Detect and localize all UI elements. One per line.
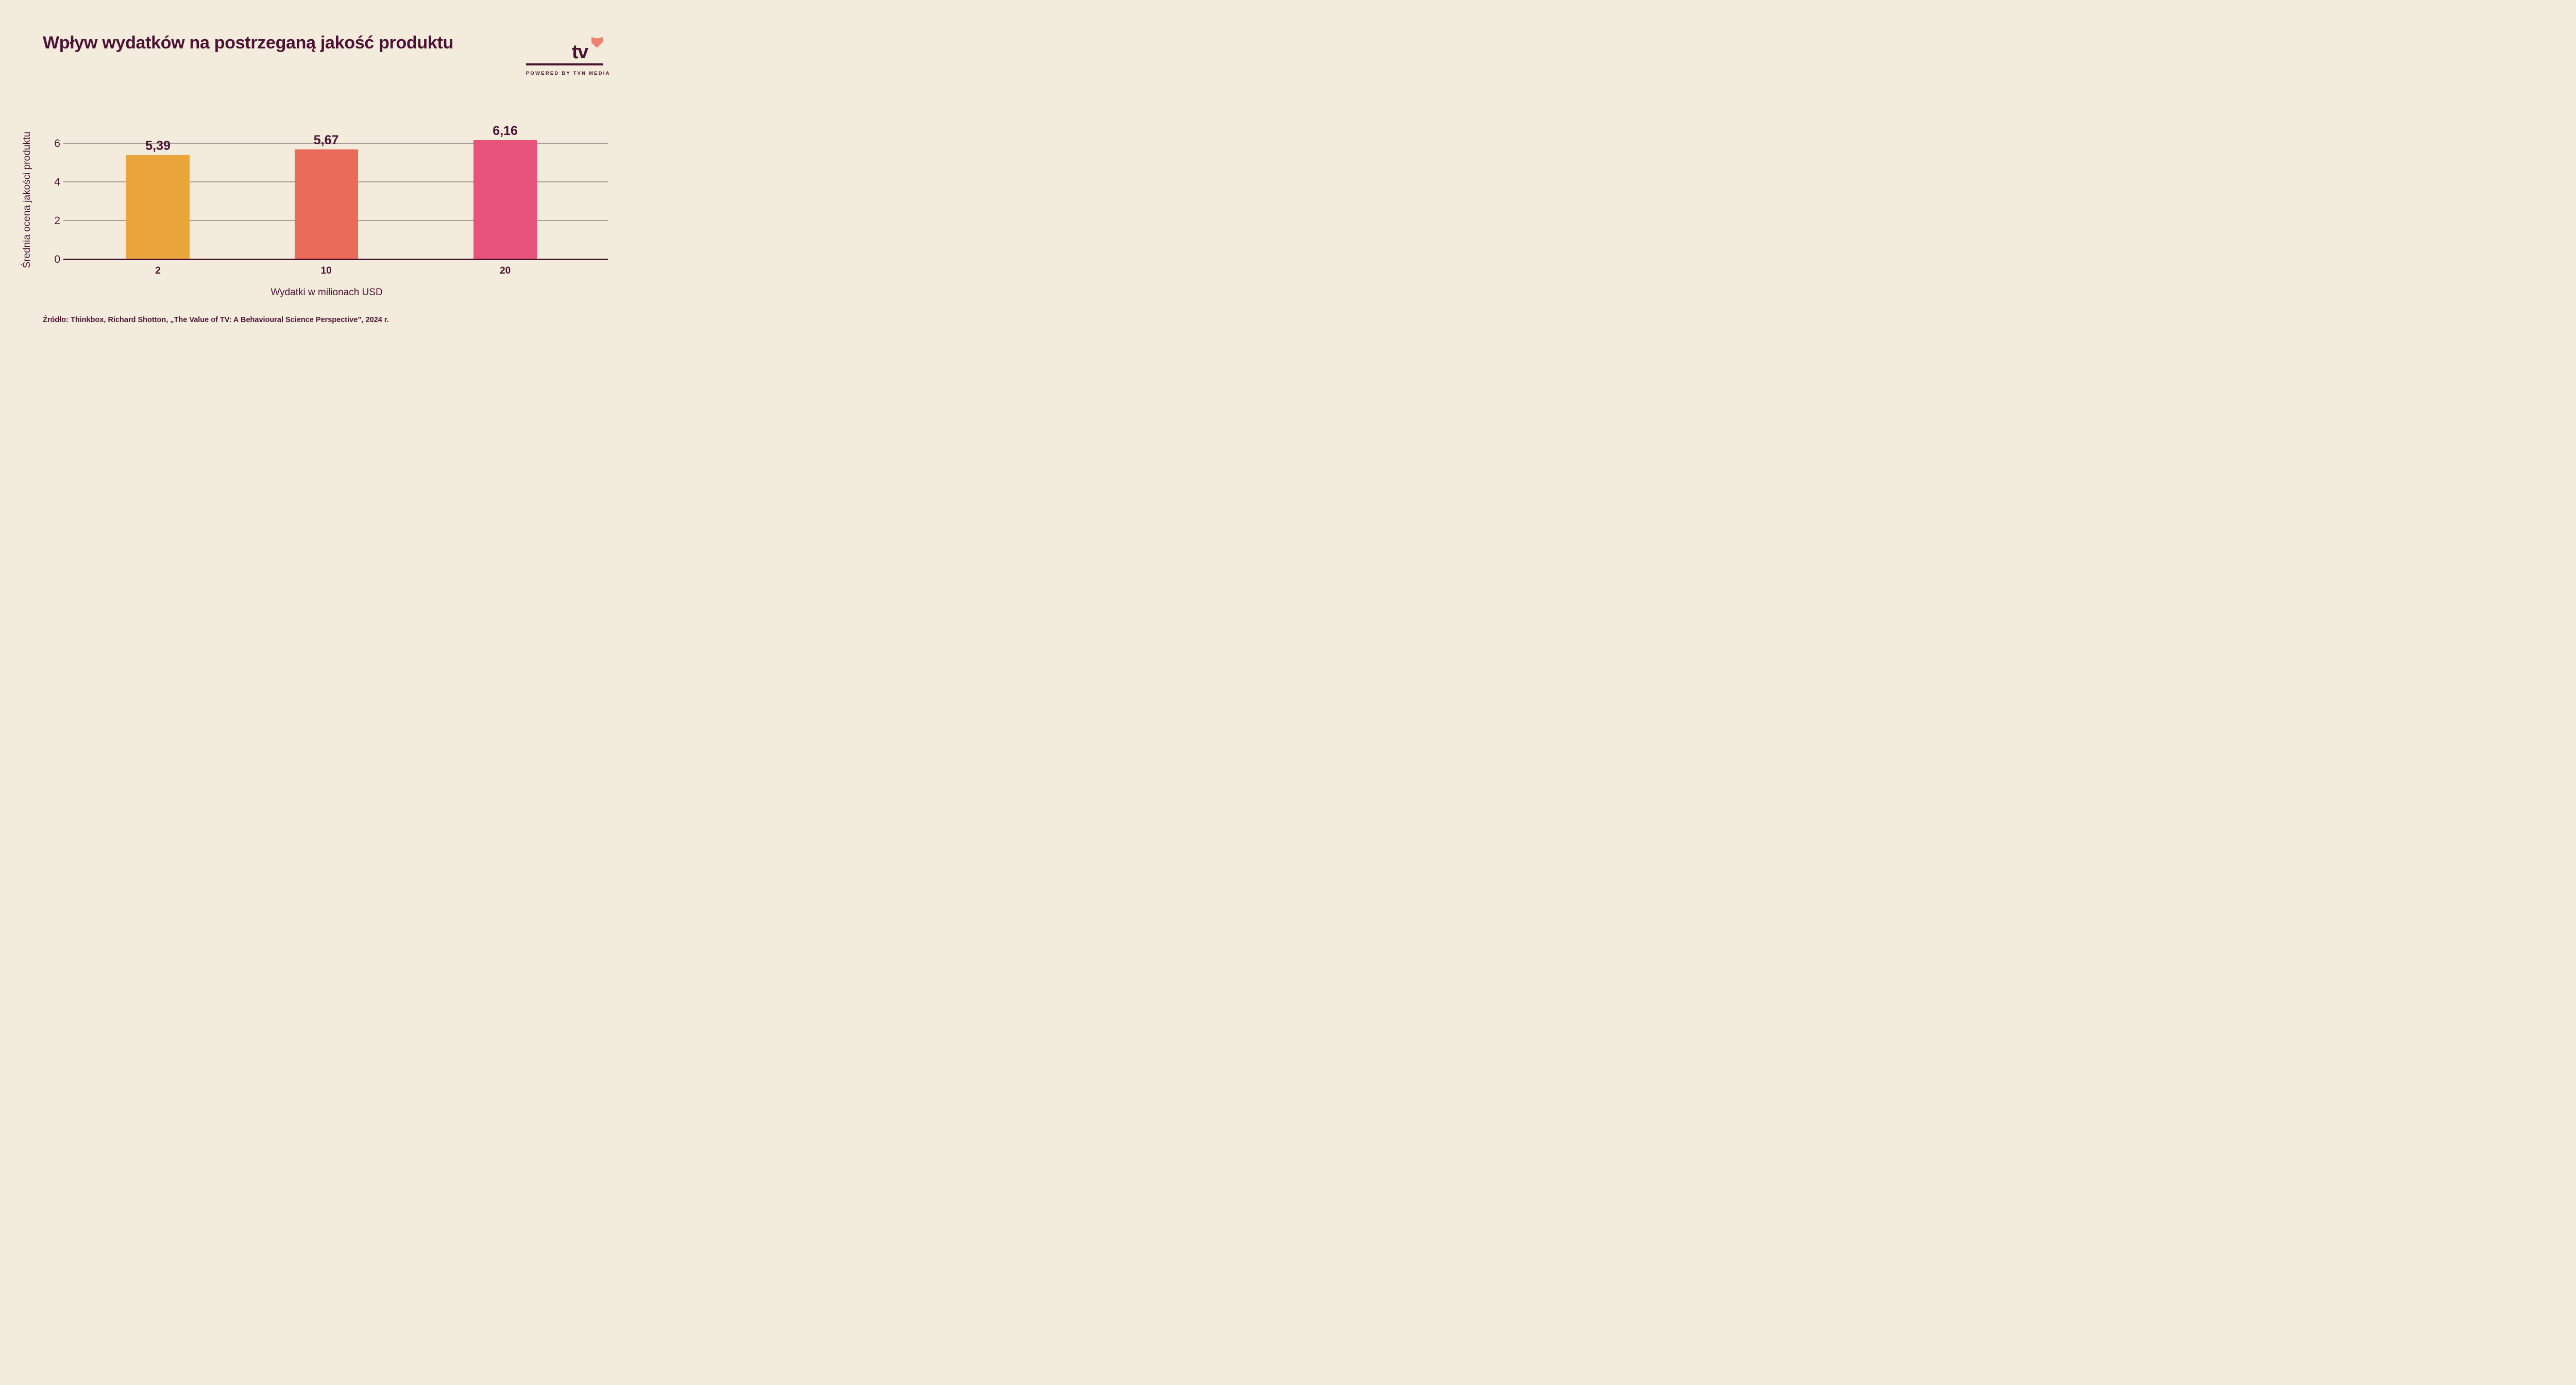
y-tick-label: 0 [54, 254, 60, 265]
canvas: Wpływ wydatków na postrzeganą jakość pro… [0, 0, 649, 346]
x-tick-label: 10 [320, 265, 332, 276]
tv-logo-text: tv [572, 41, 588, 63]
bar [294, 149, 358, 259]
grid-line [63, 143, 608, 144]
bar-value-label: 6,16 [493, 124, 518, 138]
bar [126, 155, 190, 259]
y-tick-label: 2 [54, 215, 60, 227]
x-axis-title: Wydatki w milionach USD [270, 287, 383, 298]
logo-divider [526, 63, 603, 65]
y-tick-label: 4 [54, 176, 60, 188]
heart-icon [591, 37, 603, 47]
y-tick-label: 6 [54, 138, 60, 149]
source-note: Źródło: Thinkbox, Richard Shotton, „The … [43, 316, 389, 324]
x-tick-label: 2 [155, 265, 161, 276]
logo-tagline: POWERED BY TVN MEDIA [526, 71, 611, 76]
bar-value-label: 5,67 [313, 133, 339, 148]
page-title: Wpływ wydatków na postrzeganą jakość pro… [43, 33, 453, 53]
bar [473, 140, 537, 259]
bar-value-label: 5,39 [145, 138, 171, 153]
x-tick-label: 20 [500, 265, 511, 276]
y-axis-title: Średnia ocena jakości produktu [22, 131, 32, 268]
x-axis-line [63, 259, 608, 260]
